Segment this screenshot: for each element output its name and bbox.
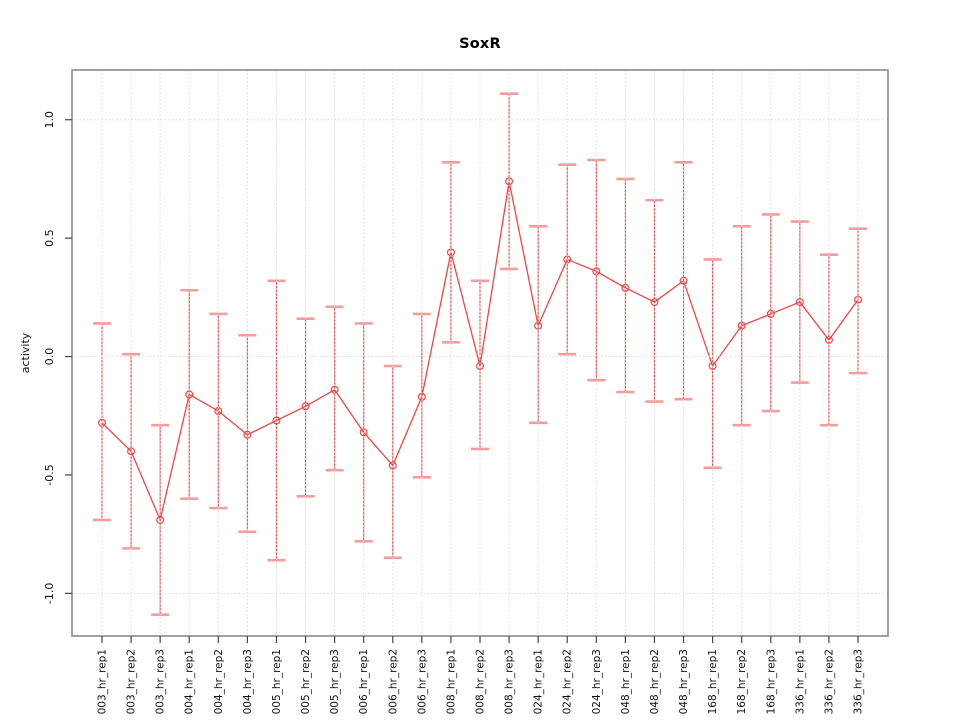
y-tick-label: 0.5 (43, 229, 56, 247)
x-tick-label: 004_hr_rep2 (213, 649, 225, 714)
x-tick-label: 005_hr_rep3 (329, 649, 341, 714)
x-tick-label: 168_hr_rep3 (765, 649, 777, 714)
data-point-marker (243, 430, 252, 439)
x-tick-label: 336_hr_rep2 (823, 649, 835, 714)
x-tick-label: 336_hr_rep3 (853, 649, 865, 714)
x-tick-label: 003_hr_rep2 (126, 649, 138, 714)
x-tick-label: 168_hr_rep2 (736, 649, 748, 714)
x-tick-label: 008_hr_rep2 (475, 649, 487, 714)
x-tick-label: 008_hr_rep3 (504, 649, 516, 714)
y-tick-label: -0.5 (43, 464, 56, 485)
x-tick-label: 006_hr_rep3 (416, 649, 428, 714)
x-tick-label: 004_hr_rep1 (184, 649, 196, 714)
y-tick-label: 0.0 (43, 348, 56, 366)
x-tick-label: 003_hr_rep3 (155, 649, 167, 714)
chart-title: SoxR (459, 36, 501, 52)
x-tick-label: 006_hr_rep2 (387, 649, 399, 714)
x-tick-label: 004_hr_rep3 (242, 649, 254, 714)
y-tick-label: 1.0 (43, 111, 56, 128)
data-point-marker (388, 461, 397, 470)
x-tick-label: 024_hr_rep2 (562, 649, 574, 714)
x-tick-label: 003_hr_rep1 (97, 649, 109, 714)
x-tick-label: 024_hr_rep3 (591, 649, 603, 714)
data-point-marker (301, 402, 310, 411)
x-tick-label: 008_hr_rep1 (445, 649, 457, 714)
x-tick-label: 005_hr_rep2 (300, 649, 312, 714)
x-tick-label: 024_hr_rep1 (533, 649, 545, 714)
x-tick-label: 005_hr_rep1 (271, 649, 283, 714)
data-point-marker (650, 298, 659, 307)
x-tick-label: 048_hr_rep1 (620, 649, 632, 714)
data-point-marker (795, 298, 804, 307)
x-tick-label: 048_hr_rep3 (678, 649, 690, 714)
x-tick-label: 168_hr_rep1 (707, 649, 719, 714)
data-point-marker (185, 390, 194, 399)
y-tick-label: -1.0 (43, 583, 56, 604)
x-tick-label: 048_hr_rep2 (649, 649, 661, 714)
data-point-marker (621, 283, 630, 292)
x-tick-label: 006_hr_rep1 (358, 649, 370, 714)
data-point-marker (156, 515, 165, 524)
x-tick-label: 336_hr_rep1 (794, 649, 806, 714)
data-point-marker (272, 416, 281, 425)
